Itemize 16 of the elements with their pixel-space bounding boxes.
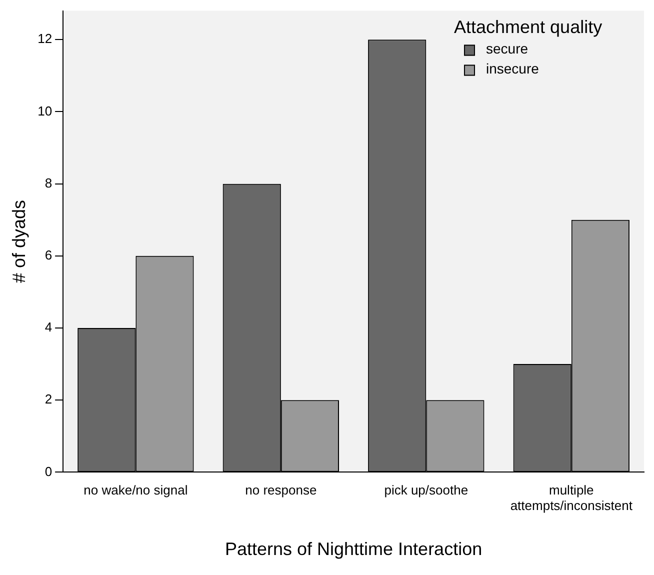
x-tick-label: multiple attempts/inconsistent — [510, 482, 633, 514]
legend-label: secure — [486, 40, 528, 57]
y-tick-label: 4 — [44, 320, 52, 335]
legend-label: insecure — [486, 60, 540, 77]
y-tick-label: 0 — [44, 464, 52, 479]
y-tick-label: 2 — [44, 392, 52, 407]
x-tick-label: no response — [245, 482, 317, 498]
legend-title: Attachment quality — [454, 16, 602, 37]
y-tick-label: 8 — [44, 175, 52, 190]
y-tick-label: 6 — [44, 247, 52, 262]
x-tick-label: pick up/soothe — [384, 482, 468, 498]
y-tick-label: 12 — [38, 31, 52, 46]
x-tick-label: no wake/no signal — [84, 482, 188, 498]
y-axis-title: # of dyads — [8, 200, 29, 284]
x-axis-title: Patterns of Nighttime Interaction — [224, 539, 482, 560]
y-tick-label: 10 — [38, 103, 52, 118]
